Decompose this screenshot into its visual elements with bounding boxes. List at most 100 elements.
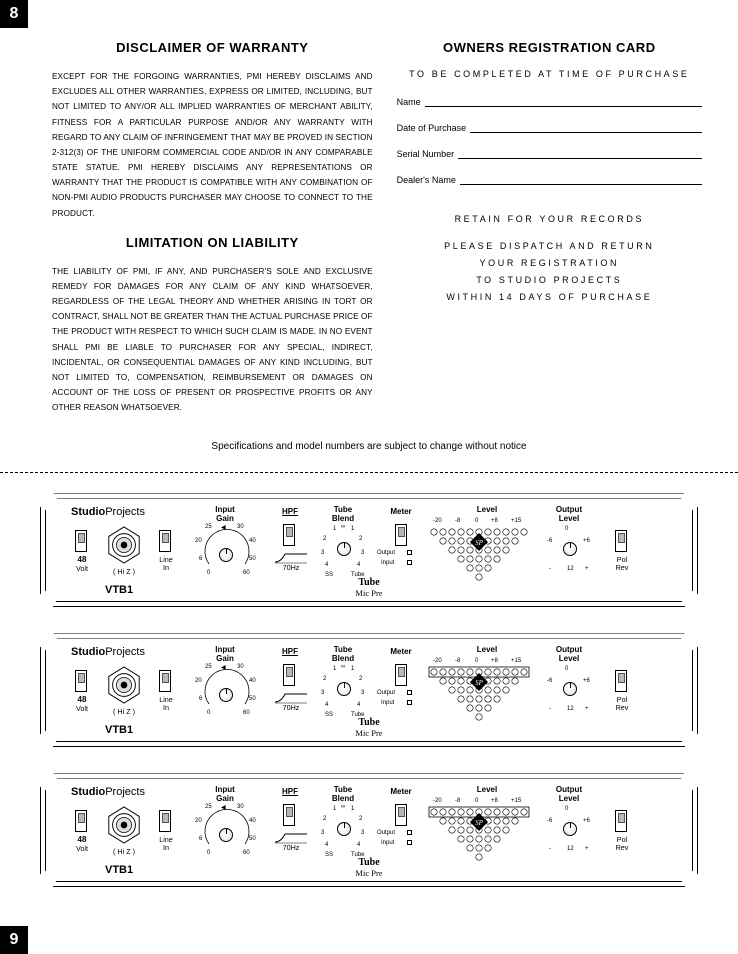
output-knob[interactable] <box>563 822 577 836</box>
meter-in-box <box>407 840 412 845</box>
gain-tick-tri: ◀ <box>221 524 226 531</box>
line-in-label: LineIn <box>153 696 179 712</box>
micpre-text: Mic Pre <box>355 588 382 598</box>
device-panel: StudioProjects 48Volt ( Hi Z ) LineIn <box>40 773 698 887</box>
phantom-switch[interactable] <box>75 810 87 832</box>
jack-icon <box>105 806 143 844</box>
output-level-label: OutputLevel <box>549 506 589 524</box>
line-in-label: LineIn <box>153 556 179 572</box>
meter-switch[interactable] <box>395 524 407 546</box>
registration-subheading: TO BE COMPLETED AT TIME OF PURCHASE <box>397 69 702 79</box>
blend-knob[interactable] <box>337 542 351 556</box>
meter-switch[interactable] <box>395 804 407 826</box>
blend-tick: ∞ <box>341 524 345 530</box>
polarity-switch[interactable] <box>615 670 627 692</box>
hpf-switch[interactable] <box>283 804 295 826</box>
jack-icon <box>105 526 143 564</box>
hpf-label: HPF <box>277 508 303 517</box>
hpf-text: HPF <box>282 507 298 516</box>
gain-tick: 0 <box>207 710 210 716</box>
gain-tick: 20 <box>195 538 202 544</box>
svg-text:SP: SP <box>475 819 484 827</box>
blend-knob[interactable] <box>337 822 351 836</box>
retain-line: TO STUDIO PROJECTS <box>397 272 702 289</box>
blend-tick: 4 <box>357 842 360 848</box>
tear-line <box>0 472 738 473</box>
line-in-switch[interactable] <box>159 530 171 552</box>
phantom-label: 48Volt <box>69 556 95 573</box>
gain-tick: 20 <box>195 818 202 824</box>
input-jack[interactable] <box>105 806 143 844</box>
output-knob[interactable] <box>563 542 577 556</box>
brand-bold: Studio <box>71 786 105 798</box>
meter-label: Meter <box>385 508 417 517</box>
meter-label: Meter <box>385 648 417 657</box>
gain-tick: 60 <box>243 570 250 576</box>
level-text: Level <box>477 785 497 794</box>
out-tick: -6 <box>547 818 552 824</box>
level-tick: -8 <box>455 658 460 664</box>
output-level-label: OutputLevel <box>549 646 589 664</box>
out-tick: + <box>585 566 589 572</box>
field-serial: Serial Number <box>397 149 702 159</box>
gain-tick: 40 <box>249 538 256 544</box>
phantom-switch[interactable] <box>75 670 87 692</box>
hpf-text: HPF <box>282 787 298 796</box>
blend-tick: 3 <box>321 690 324 696</box>
level-tick: +15 <box>511 518 521 524</box>
liability-heading: LIMITATION ON LIABILITY <box>52 235 373 250</box>
disclaimer-heading: DISCLAIMER OF WARRANTY <box>52 40 373 55</box>
blend-tick: 2 <box>359 816 362 822</box>
footer-tube: Tube Mic Pre <box>355 857 382 878</box>
right-column: OWNERS REGISTRATION CARD TO BE COMPLETED… <box>397 40 702 415</box>
field-dealer: Dealer's Name <box>397 175 702 185</box>
output-knob[interactable] <box>563 682 577 696</box>
retain-block: RETAIN FOR YOUR RECORDS PLEASE DISPATCH … <box>397 211 702 306</box>
hpf-label: HPF <box>277 788 303 797</box>
micpre-text: Mic Pre <box>355 868 382 878</box>
hpf-text: HPF <box>282 647 298 656</box>
tube-blend-label: TubeBlend <box>325 786 361 804</box>
blend-tick: 2 <box>323 676 326 682</box>
level-tick: +15 <box>511 658 521 664</box>
meter-switch[interactable] <box>395 664 407 686</box>
level-tick: 0 <box>475 658 478 664</box>
hpf-freq-label: 70Hz <box>275 564 307 572</box>
level-label: Level <box>467 646 507 655</box>
gain-tick: 60 <box>243 710 250 716</box>
input-jack[interactable] <box>105 526 143 564</box>
input-gain-text: InputGain <box>215 785 235 803</box>
level-tick: +8 <box>491 798 498 804</box>
input-jack[interactable] <box>105 666 143 704</box>
gain-tick: 30 <box>237 524 244 530</box>
gain-tick: 0 <box>207 850 210 856</box>
line-in-switch[interactable] <box>159 810 171 832</box>
model-label: VTB1 <box>105 724 133 736</box>
polarity-switch[interactable] <box>615 530 627 552</box>
tube-text: Tube <box>358 717 379 728</box>
out-tick: - <box>549 706 551 712</box>
gain-tick: 60 <box>243 850 250 856</box>
panel-content: StudioProjects 48Volt ( Hi Z ) LineIn <box>49 782 689 878</box>
hpf-switch[interactable] <box>283 664 295 686</box>
field-line <box>425 97 702 107</box>
phantom-label: 48Volt <box>69 836 95 853</box>
meter-text: Meter <box>390 787 411 796</box>
phantom-switch[interactable] <box>75 530 87 552</box>
disclaimer-body: EXCEPT FOR THE FORGOING WARRANTIES, PMI … <box>52 69 373 221</box>
blend-tick: 4 <box>325 842 328 848</box>
registration-heading: OWNERS REGISTRATION CARD <box>397 40 702 55</box>
polarity-switch[interactable] <box>615 810 627 832</box>
level-text: Level <box>477 505 497 514</box>
field-line <box>458 149 702 159</box>
level-tick: +15 <box>511 798 521 804</box>
blend-knob[interactable] <box>337 682 351 696</box>
hpf-icon <box>273 690 309 704</box>
phantom-48: 48 <box>78 835 87 844</box>
hpf-switch[interactable] <box>283 524 295 546</box>
field-line <box>460 175 702 185</box>
field-label-name: Name <box>397 97 421 107</box>
line-in-switch[interactable] <box>159 670 171 692</box>
tube-text: Tube <box>358 857 379 868</box>
model-label: VTB1 <box>105 584 133 596</box>
